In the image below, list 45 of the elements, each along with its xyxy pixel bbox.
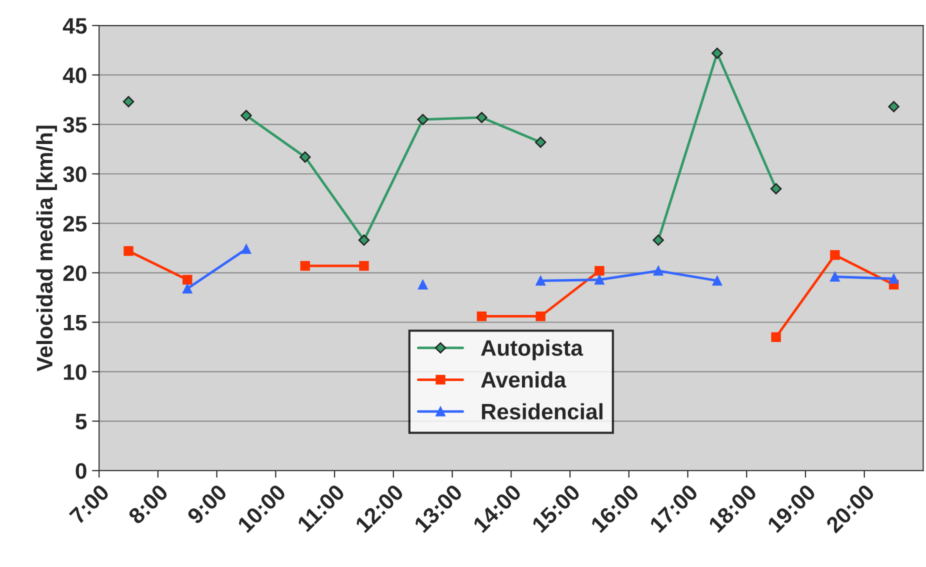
y-tick-label: 45 xyxy=(62,18,87,34)
point xyxy=(771,332,781,342)
point xyxy=(124,246,134,256)
point xyxy=(182,274,192,285)
point xyxy=(418,280,428,290)
point xyxy=(830,250,840,260)
point xyxy=(182,284,192,294)
point xyxy=(712,48,723,59)
y-tick-label: 10 xyxy=(64,364,86,380)
point xyxy=(652,234,664,246)
point xyxy=(594,274,604,285)
point xyxy=(830,272,840,282)
point xyxy=(417,114,428,126)
point xyxy=(536,311,546,322)
legend-label: Avenida xyxy=(481,371,566,388)
point xyxy=(240,110,252,122)
point xyxy=(653,266,664,276)
point xyxy=(712,276,722,286)
point xyxy=(300,261,310,271)
y-tick-label: 15 xyxy=(64,315,87,331)
point xyxy=(300,151,311,163)
point xyxy=(122,96,134,108)
y-tick-label: 0 xyxy=(76,463,86,479)
point xyxy=(476,112,488,124)
y-tick-label: 20 xyxy=(63,265,86,282)
point xyxy=(770,183,782,194)
y-tick-label: 30 xyxy=(63,166,86,182)
y-tick-label: 5 xyxy=(76,414,87,430)
y-tick-label: 25 xyxy=(63,216,87,232)
y-tick-label: 40 xyxy=(62,68,86,84)
point xyxy=(476,311,487,322)
point xyxy=(534,136,546,148)
y-axis-title: Velocidad media [km/h] xyxy=(36,126,58,372)
x-tick-label: 9:00 xyxy=(186,483,228,525)
point xyxy=(241,244,252,254)
point xyxy=(594,266,604,276)
y-tick-label: 35 xyxy=(63,116,87,133)
legend-label: Residencial xyxy=(482,403,602,420)
point xyxy=(359,261,369,271)
point xyxy=(888,101,900,112)
point xyxy=(888,274,899,284)
x-tick-label: 7:00 xyxy=(68,483,110,525)
point xyxy=(358,234,370,246)
legend-label: Autopista xyxy=(481,340,584,360)
point xyxy=(536,276,546,286)
